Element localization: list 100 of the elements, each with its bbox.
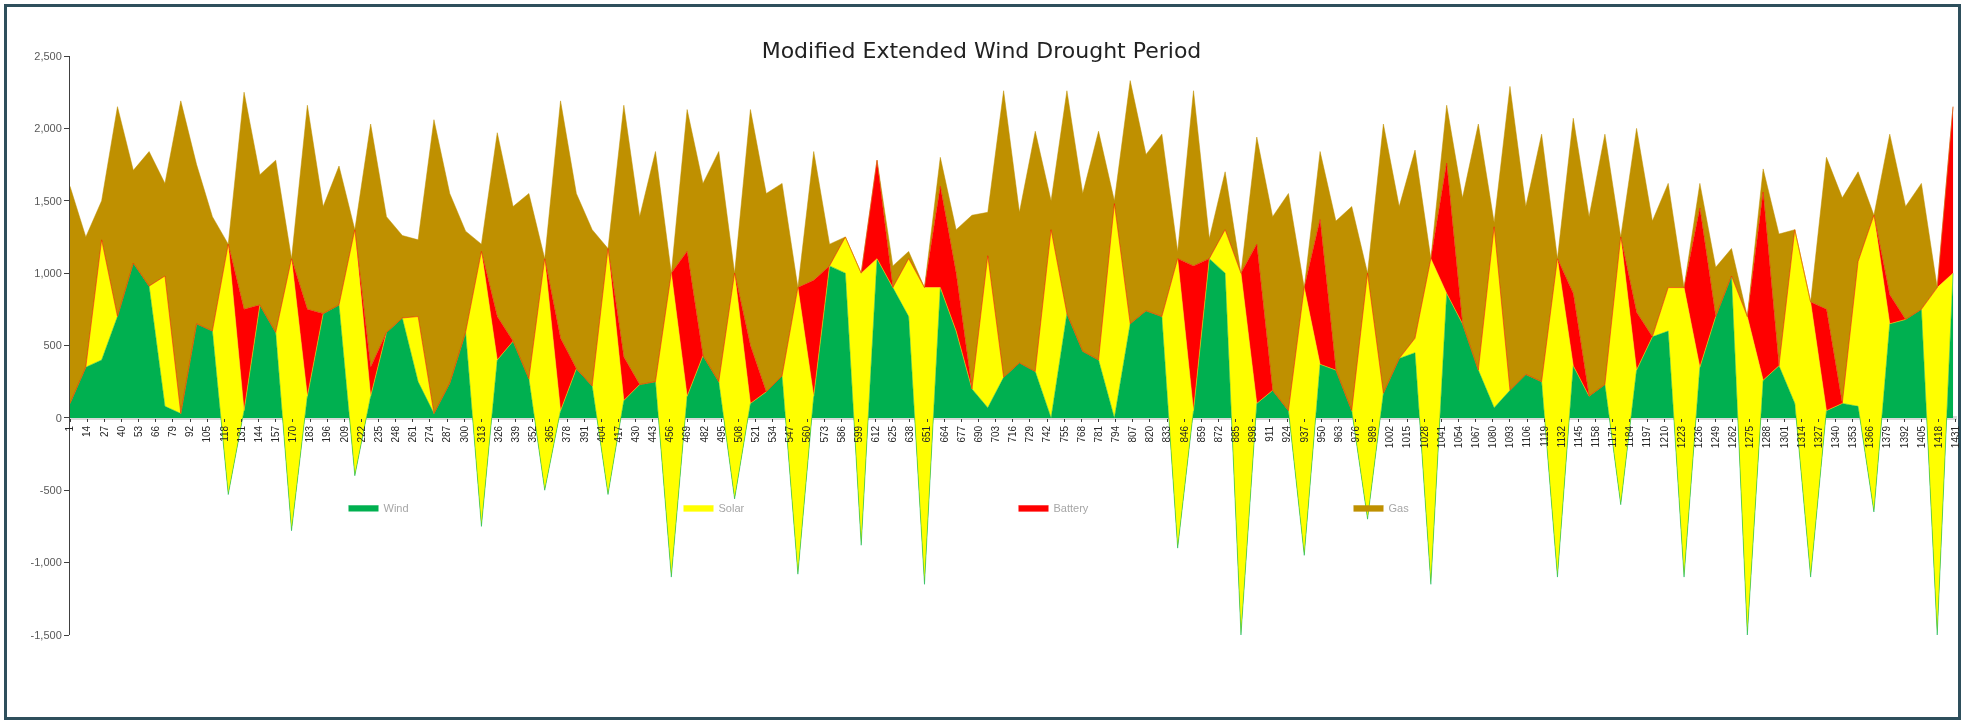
x-tick-label: 456 [664, 425, 676, 443]
x-tick-label: 14 [81, 425, 93, 437]
x-tick-label: 1301 [1778, 425, 1790, 449]
legend-label: Wind [383, 501, 409, 514]
x-tick-label: 781 [1092, 425, 1104, 443]
x-tick-label: 313 [475, 425, 487, 443]
x-tick-label: 703 [989, 425, 1001, 443]
x-tick-label: 430 [629, 425, 641, 443]
x-tick-label: 157 [269, 425, 281, 443]
x-tick-label: 573 [818, 425, 830, 443]
x-tick-label: 521 [749, 425, 761, 443]
x-tick-label: 248 [389, 425, 401, 443]
x-tick-label: 1106 [1521, 425, 1533, 448]
x-tick-label: 53 [132, 425, 144, 437]
x-tick-label: 1119 [1538, 425, 1550, 447]
y-tick-label: 0 [55, 411, 62, 424]
x-tick-label: 664 [938, 425, 950, 443]
x-tick-label: 625 [887, 425, 899, 443]
chart-title: Modified Extended Wind Drought Period [761, 38, 1202, 64]
x-tick-label: 1405 [1915, 425, 1927, 449]
x-tick-label: 768 [1075, 425, 1087, 443]
x-tick-label: 1145 [1572, 425, 1584, 448]
x-tick-label: 196 [321, 425, 333, 443]
x-tick-label: 365 [544, 425, 556, 443]
x-tick-label: 1327 [1812, 425, 1824, 449]
y-tick-label: 2,500 [34, 49, 62, 62]
x-tick-label: 729 [1024, 425, 1036, 443]
x-tick-label: 989 [1367, 425, 1379, 443]
x-tick-label: 131 [235, 425, 247, 443]
x-tick-label: 495 [715, 425, 727, 443]
x-tick-label: 885 [1229, 425, 1241, 443]
x-tick-label: 1171 [1607, 425, 1619, 448]
x-tick-label: 911 [1264, 425, 1276, 442]
x-tick-label: 1158 [1589, 425, 1601, 448]
x-tick-label: 950 [1315, 425, 1327, 443]
x-tick-label: 378 [561, 425, 573, 443]
x-tick-label: 274 [424, 425, 436, 443]
x-tick-label: 66 [149, 425, 161, 437]
x-tick-label: 105 [201, 425, 213, 443]
x-tick-label: 79 [167, 425, 179, 437]
x-tick-label: 209 [338, 425, 350, 443]
x-tick-label: 92 [184, 425, 196, 437]
x-tick-label: 1054 [1452, 425, 1464, 449]
x-tick-label: 287 [441, 425, 453, 443]
y-tick-label: -1,000 [30, 556, 62, 569]
x-tick-label: 716 [1007, 425, 1019, 443]
x-tick-label: 1431 [1949, 425, 1961, 449]
x-tick-label: 534 [767, 425, 779, 443]
x-tick-label: 1262 [1727, 425, 1739, 449]
y-tick-label: 2,000 [34, 122, 62, 135]
x-tick-label: 1288 [1761, 425, 1773, 449]
y-tick-label: 500 [43, 339, 62, 352]
x-tick-label: 1353 [1847, 425, 1859, 449]
x-tick-label: 963 [1332, 425, 1344, 443]
x-tick-label: 1249 [1709, 425, 1721, 449]
x-tick-label: 846 [1178, 425, 1190, 443]
x-tick-label: 1392 [1898, 425, 1910, 449]
x-tick-label: 560 [801, 425, 813, 443]
x-tick-label: 807 [1127, 425, 1139, 443]
x-tick-label: 1028 [1418, 425, 1430, 449]
x-tick-label: 1314 [1795, 425, 1807, 449]
x-tick-label: 1210 [1658, 425, 1670, 449]
x-tick-label: 976 [1349, 425, 1361, 443]
x-tick-label: 1197 [1641, 425, 1653, 448]
x-tick-label: 144 [252, 425, 264, 443]
x-tick-label: 27 [98, 425, 110, 437]
x-tick-label: 183 [304, 425, 316, 443]
x-tick-label: 677 [955, 425, 967, 443]
y-tick-label: -1,500 [30, 628, 62, 641]
y-tick-label: 1,500 [34, 194, 62, 207]
x-tick-label: 235 [372, 425, 384, 443]
x-tick-label: 924 [1281, 425, 1293, 443]
x-tick-label: 1015 [1401, 425, 1413, 449]
x-tick-label: 1366 [1864, 425, 1876, 449]
x-tick-label: 1041 [1435, 425, 1447, 449]
x-tick-label: 612 [869, 425, 881, 443]
x-tick-label: 1093 [1504, 425, 1516, 449]
y-tick-label: 1,000 [34, 266, 62, 279]
x-tick-label: 1275 [1744, 425, 1756, 449]
x-tick-label: 1002 [1384, 425, 1396, 449]
x-tick-label: 326 [492, 425, 504, 443]
x-tick-label: 1379 [1881, 425, 1893, 449]
x-tick-label: 651 [921, 425, 933, 443]
x-tick-label: 1 [64, 425, 76, 432]
x-tick-label: 1080 [1487, 425, 1499, 449]
x-tick-label: 118 [218, 425, 230, 442]
x-tick-label: 859 [1195, 425, 1207, 443]
x-tick-label: 742 [1041, 425, 1053, 443]
x-tick-label: 1184 [1624, 425, 1636, 448]
x-tick-label: 820 [1144, 425, 1156, 443]
x-tick-label: 391 [578, 425, 590, 443]
x-tick-label: 1418 [1932, 425, 1944, 449]
legend-label: Solar [718, 501, 745, 514]
x-tick-label: 261 [407, 425, 419, 443]
x-tick-label: 794 [1109, 425, 1121, 443]
x-tick-label: 586 [835, 425, 847, 443]
x-tick-label: 547 [784, 425, 796, 443]
x-tick-label: 443 [647, 425, 659, 443]
x-tick-label: 638 [904, 425, 916, 443]
x-tick-label: 300 [458, 425, 470, 443]
